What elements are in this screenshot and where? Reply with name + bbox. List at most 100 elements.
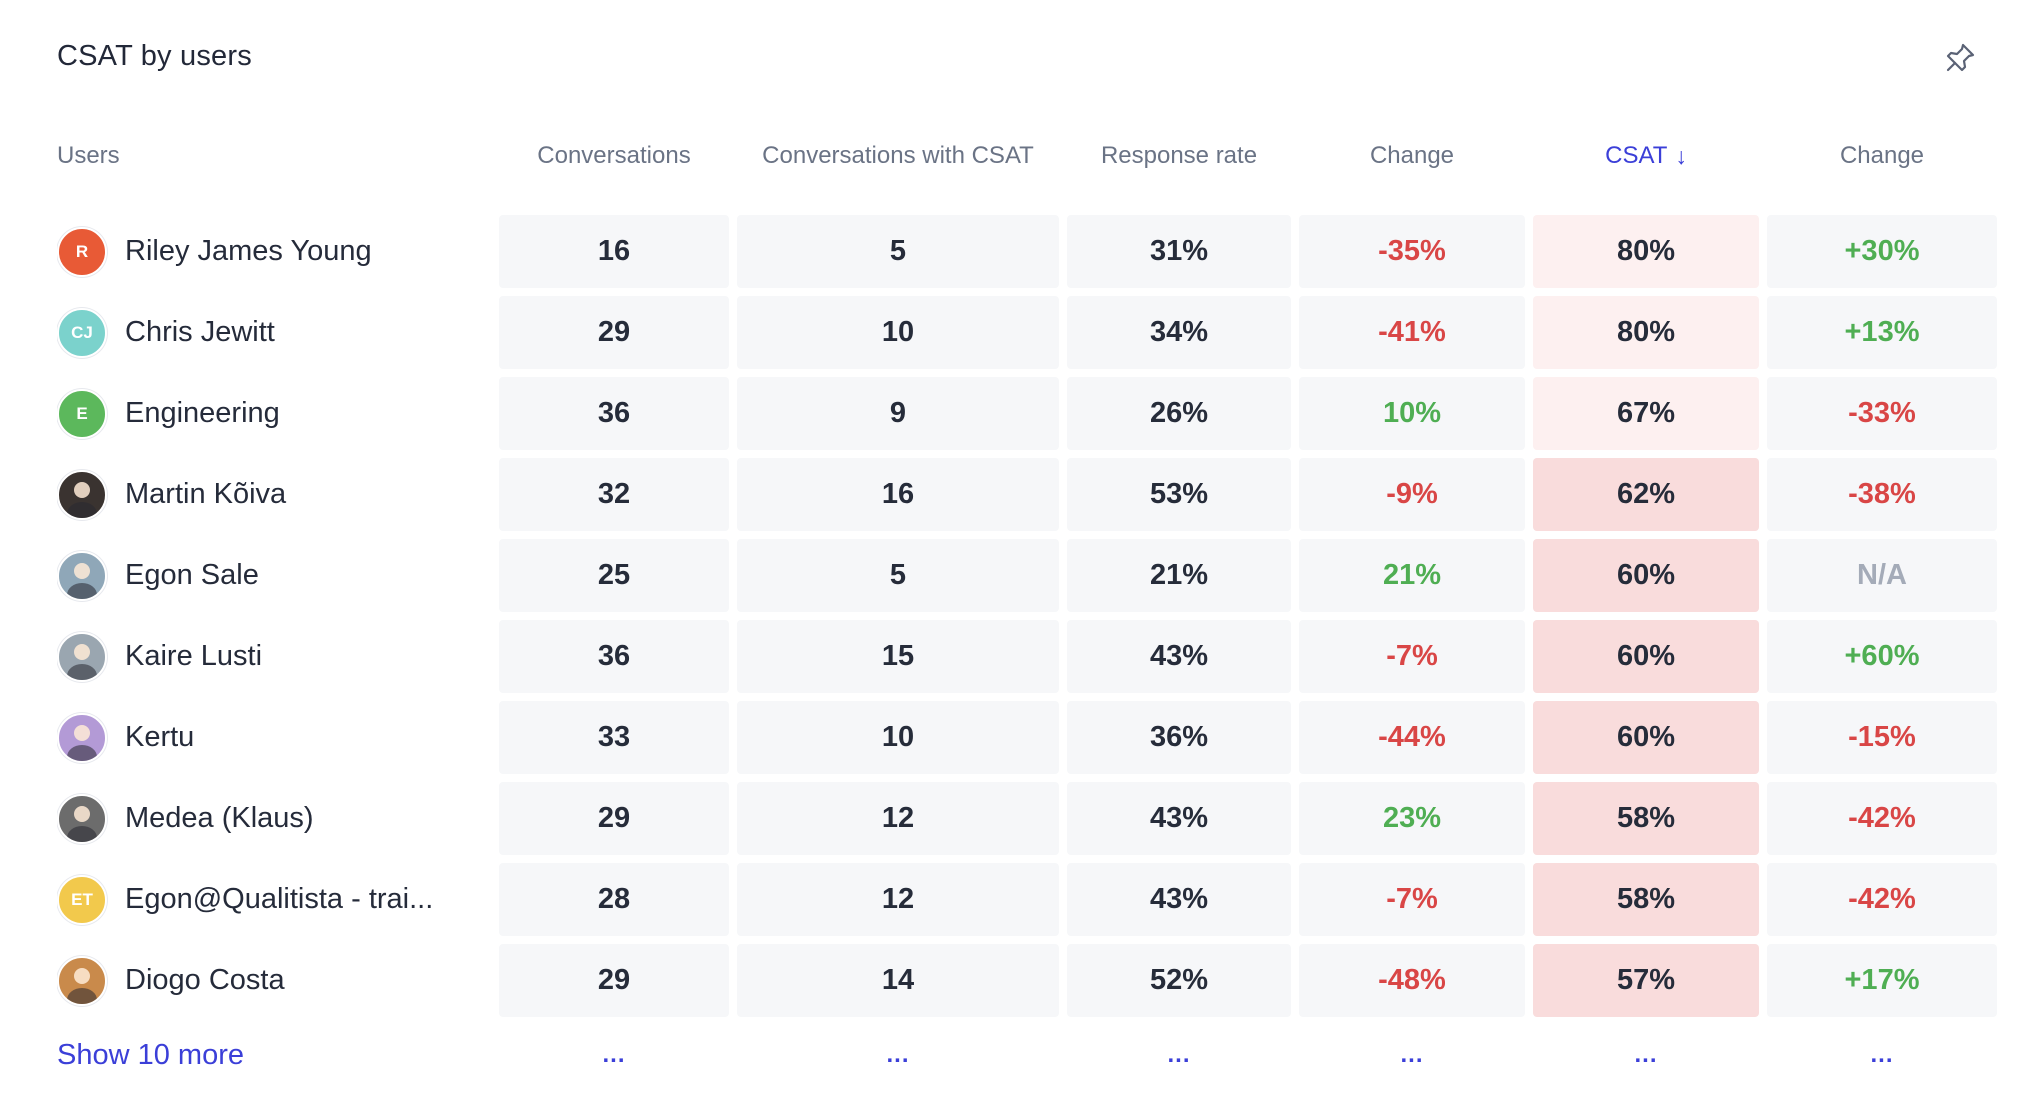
table-row-user[interactable]: E Engineering [57,377,491,450]
table-row-user[interactable]: Medea (Klaus) [57,782,491,855]
cell-response-rate: 53% [1067,458,1291,531]
table-row-user[interactable]: Egon Sale [57,539,491,612]
ellipsis-conversations-with-csat-cell: ... [737,1025,1059,1085]
cell-csat: 60% [1533,701,1759,774]
cell-csat: 67% [1533,377,1759,450]
cell-change-csat: -42% [1767,863,1997,936]
ellipsis-change-csat-cell: ... [1767,1025,1997,1085]
cell-change: -7% [1299,620,1525,693]
ellipsis-csat[interactable]: ... [1634,1041,1658,1068]
cell-change-csat: N/A [1767,539,1997,612]
cell-conversations-with-csat: 14 [737,944,1059,1017]
table-row-user[interactable]: Diogo Costa [57,944,491,1017]
avatar-initials: R [75,241,89,261]
user-name: Egon@Qualitista - trai... [125,883,434,915]
header-change-csat[interactable]: Change [1839,142,1925,169]
header-conversations-with-csat[interactable]: Conversations with CSAT [762,142,1034,169]
cell-change-csat: -33% [1767,377,1997,450]
cell-conversations-with-csat: 5 [737,215,1059,288]
cell-response-rate: 34% [1067,296,1291,369]
avatar-photo-icon [67,805,97,842]
avatar: R [57,226,107,277]
cell-response-rate: 26% [1067,377,1291,450]
cell-response-rate: 52% [1067,944,1291,1017]
avatar [57,712,107,763]
avatar-photo-icon [67,562,97,599]
cell-csat: 80% [1533,296,1759,369]
header-csat[interactable]: CSAT ↓ [1533,134,1759,178]
csat-table: Users Conversations Conversations with C… [57,134,1997,1098]
cell-change: -35% [1299,215,1525,288]
user-name: Chris Jewitt [125,316,275,348]
table-row-user[interactable]: CJ Chris Jewitt [57,296,491,369]
user-name: Kaire Lusti [125,640,263,672]
table-row-user[interactable]: R Riley James Young [57,215,491,288]
header-csat-label: CSAT [1605,142,1668,169]
cell-response-rate: 43% [1067,620,1291,693]
user-name: Kertu [125,721,195,753]
ellipsis-conversations[interactable]: ... [602,1041,626,1068]
cell-conversations: 16 [499,215,729,288]
cell-change: 21% [1299,539,1525,612]
avatar-initials: E [76,403,88,423]
ellipsis-response-rate[interactable]: ... [1167,1041,1191,1068]
header-response-rate[interactable]: Response rate [1100,142,1258,169]
cell-change-csat: +13% [1767,296,1997,369]
show-more-link[interactable]: Show 10 more [57,1038,244,1071]
cell-csat: 62% [1533,458,1759,531]
cell-response-rate: 21% [1067,539,1291,612]
cell-csat: 80% [1533,215,1759,288]
cell-change: 10% [1299,377,1525,450]
user-name: Egon Sale [125,559,259,591]
cell-conversations-with-csat: 12 [737,782,1059,855]
cell-conversations: 36 [499,620,729,693]
avatar [57,631,107,682]
cell-conversations: 36 [499,377,729,450]
cell-change-csat: +60% [1767,620,1997,693]
avatar: ET [57,874,107,925]
header-change[interactable]: Change [1369,142,1455,169]
avatar-photo-icon [67,967,97,1004]
cell-conversations-with-csat: 5 [737,539,1059,612]
cell-conversations: 28 [499,863,729,936]
cell-change: -9% [1299,458,1525,531]
cell-conversations-with-csat: 9 [737,377,1059,450]
pin-icon[interactable] [1940,38,1980,78]
cell-change-csat: -15% [1767,701,1997,774]
cell-response-rate: 43% [1067,863,1291,936]
cell-conversations: 29 [499,782,729,855]
avatar [57,550,107,601]
cell-conversations: 25 [499,539,729,612]
cell-change-csat: -38% [1767,458,1997,531]
avatar-initials: ET [71,889,93,909]
table-row-user[interactable]: Kaire Lusti [57,620,491,693]
avatar-initials: CJ [71,322,93,342]
panel-title: CSAT by users [57,40,252,72]
cell-csat: 60% [1533,539,1759,612]
ellipsis-conversations-with-csat[interactable]: ... [886,1041,910,1068]
cell-csat: 60% [1533,620,1759,693]
user-name: Martin Kõiva [125,478,287,510]
table-row-user[interactable]: Kertu [57,701,491,774]
avatar-photo-icon [67,643,97,680]
header-conversations[interactable]: Conversations [537,142,691,169]
user-name: Medea (Klaus) [125,802,314,834]
ellipsis-change-csat[interactable]: ... [1870,1041,1894,1068]
cell-conversations: 33 [499,701,729,774]
avatar [57,469,107,520]
cell-change: -44% [1299,701,1525,774]
cell-change: -41% [1299,296,1525,369]
cell-csat: 57% [1533,944,1759,1017]
ellipsis-csat-cell: ... [1533,1025,1759,1085]
table-row-user[interactable]: Martin Kõiva [57,458,491,531]
ellipsis-response-rate-cell: ... [1067,1025,1291,1085]
cell-conversations-with-csat: 15 [737,620,1059,693]
ellipsis-change[interactable]: ... [1400,1041,1424,1068]
cell-csat: 58% [1533,782,1759,855]
ellipsis-conversations-cell: ... [499,1025,729,1085]
table-row-user[interactable]: ET Egon@Qualitista - trai... [57,863,491,936]
avatar [57,793,107,844]
csat-by-users-panel: CSAT by users Users Conversations Conver… [57,38,1980,1071]
cell-conversations-with-csat: 10 [737,296,1059,369]
header-users[interactable]: Users [57,142,120,169]
